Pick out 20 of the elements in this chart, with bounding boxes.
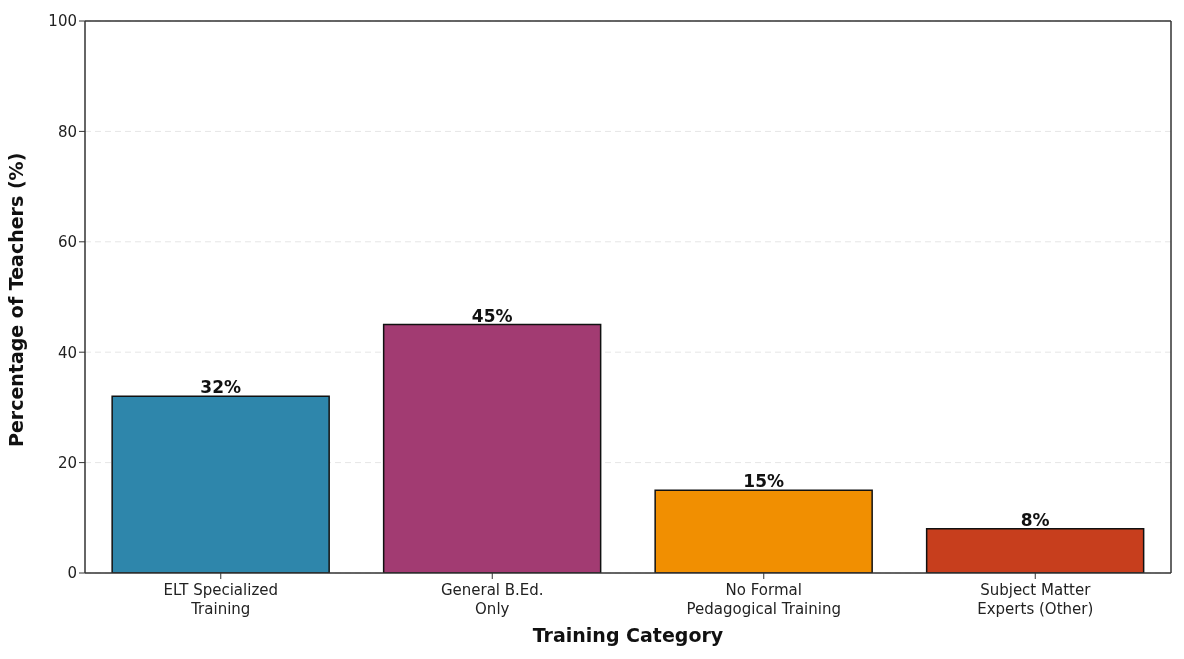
y-tick-label: 20 — [57, 453, 77, 472]
x-tick-label: General B.Ed. Only — [440, 581, 544, 618]
data-label: 15% — [743, 471, 784, 492]
data-label: 32% — [200, 377, 241, 398]
bar — [654, 489, 873, 573]
bar — [382, 323, 602, 573]
data-label: 45% — [471, 305, 513, 326]
y-tick-label: 80 — [57, 122, 77, 141]
x-tick-label: ELT Specialized Training — [163, 581, 279, 618]
bar — [111, 395, 330, 573]
y-tick-label: 100 — [48, 12, 77, 31]
y-axis-title: Percentage of Teachers (%) — [4, 152, 27, 447]
y-tick-label: 0 — [67, 564, 77, 583]
y-tick-label: 40 — [57, 343, 77, 362]
bar — [925, 528, 1145, 573]
x-axis-title: Training Category — [532, 624, 724, 646]
y-tick-label: 60 — [57, 233, 77, 252]
data-label: 8% — [1020, 509, 1050, 530]
x-tick-label: Subject Matter Experts (Other) — [977, 581, 1094, 618]
x-tick-label: No Formal Pedagogical Training — [686, 581, 841, 618]
